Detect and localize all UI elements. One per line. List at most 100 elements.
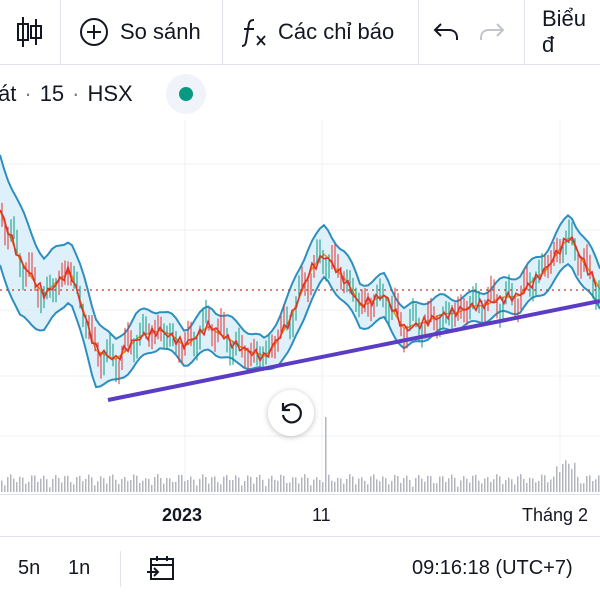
current-time-timezone[interactable]: 09:16:18 (UTC+7)	[412, 557, 573, 579]
volume-bar	[160, 478, 162, 492]
volume-bar	[52, 479, 54, 492]
volume-bar	[355, 484, 357, 492]
indicators-label: Các chỉ báo	[278, 19, 395, 44]
volume-bar	[379, 481, 381, 492]
volume-bar	[79, 475, 81, 492]
volume-bar	[319, 480, 321, 492]
volume-bar	[460, 480, 462, 492]
volume-bar	[241, 485, 243, 492]
volume-bar	[73, 484, 75, 492]
candlestick-icon	[17, 17, 42, 47]
volume-bar	[463, 476, 465, 492]
volume-bar	[124, 477, 126, 492]
volume-bar	[13, 478, 15, 492]
volume-bar	[322, 482, 324, 492]
volume-bar	[313, 479, 315, 492]
volume-bar	[535, 482, 537, 492]
volume-bar	[595, 479, 597, 492]
volume-bar	[136, 475, 138, 492]
range-5d-button[interactable]: 5n	[18, 557, 41, 579]
volume-bar	[67, 475, 69, 492]
symbol-name[interactable]: át	[0, 81, 17, 106]
calendar-goto-icon	[147, 556, 174, 580]
volume-bar	[256, 477, 258, 492]
time-axis[interactable]: 2023 11 Tháng 2	[0, 494, 600, 535]
candlestick-chart-button[interactable]	[14, 0, 44, 64]
separator-dot: ·	[72, 81, 80, 106]
volume-bar	[154, 477, 156, 492]
volume-bar	[286, 483, 288, 492]
volume-bar	[109, 476, 111, 492]
volume-bar	[220, 484, 222, 492]
volume-bar	[175, 481, 177, 492]
volume-bar	[226, 475, 228, 492]
volume-bar	[484, 478, 486, 492]
volume-bar	[316, 477, 318, 492]
volume-bar	[64, 476, 66, 492]
volume-bar	[157, 474, 159, 492]
volume-bar	[148, 478, 150, 492]
volume-bar	[262, 479, 264, 492]
go-to-date-button[interactable]	[146, 555, 176, 589]
price-candles	[0, 202, 600, 385]
time-axis-label: Tháng 2	[522, 505, 589, 525]
volume-bar	[115, 479, 117, 492]
volume-bar	[442, 476, 444, 492]
bollinger-band-fill	[0, 155, 600, 387]
range-1m-button[interactable]: 1n	[68, 557, 91, 579]
volume-bar	[244, 481, 246, 492]
indicators-button[interactable]: Các chỉ báo	[240, 0, 394, 64]
volume-bar	[430, 476, 432, 492]
volume-bar	[238, 477, 240, 492]
volume-bar	[298, 483, 300, 492]
volume-bar	[199, 478, 201, 492]
volume-bar	[583, 483, 585, 492]
bollinger-upper-band	[0, 154, 600, 341]
volume-bar	[511, 479, 513, 492]
reset-chart-button[interactable]	[268, 390, 314, 436]
volume-bar	[295, 477, 297, 492]
volume-bar	[88, 474, 90, 492]
compare-button[interactable]: So sánh	[78, 0, 201, 64]
toolbar-divider	[222, 0, 223, 64]
volume-bar	[130, 480, 132, 492]
volume-bar	[550, 479, 552, 492]
redo-button[interactable]	[478, 0, 506, 64]
volume-bar	[94, 485, 96, 492]
volume-bar	[61, 482, 63, 492]
volume-bar	[259, 474, 261, 492]
volume-bar	[349, 474, 351, 492]
undo-button[interactable]	[432, 0, 460, 64]
volume-bar	[544, 475, 546, 492]
volume-bar	[328, 474, 330, 492]
chart-type-button[interactable]: Biểu đ	[542, 0, 600, 64]
volume-bar	[448, 478, 450, 492]
volume-bar	[247, 475, 249, 492]
volume-bar	[1, 480, 3, 492]
volume-bar	[466, 478, 468, 492]
symbol-interval[interactable]: 15	[39, 81, 65, 106]
volume-bar	[268, 478, 270, 492]
volume-bar	[373, 474, 375, 492]
volume-bar	[202, 474, 204, 492]
volume-bar	[523, 478, 525, 492]
volume-bar	[49, 487, 51, 492]
volume-bar	[181, 474, 183, 492]
separator-dot: ·	[24, 81, 32, 106]
toolbar-divider	[524, 0, 525, 64]
volume-bar	[346, 478, 348, 492]
plus-circle-icon	[80, 18, 108, 46]
volume-bar	[580, 483, 582, 492]
trend-line-drawing[interactable]	[107, 299, 600, 402]
volume-bar	[178, 475, 180, 492]
volume-bar	[100, 476, 102, 492]
volume-bar	[409, 480, 411, 492]
volume-bar	[118, 484, 120, 492]
market-status-indicator[interactable]	[166, 74, 206, 114]
reset-icon	[281, 403, 302, 424]
price-chart[interactable]	[0, 120, 600, 494]
volume-bar	[457, 486, 459, 492]
volume-bar	[514, 484, 516, 492]
volume-bar	[562, 463, 564, 492]
volume-bar	[574, 462, 576, 492]
